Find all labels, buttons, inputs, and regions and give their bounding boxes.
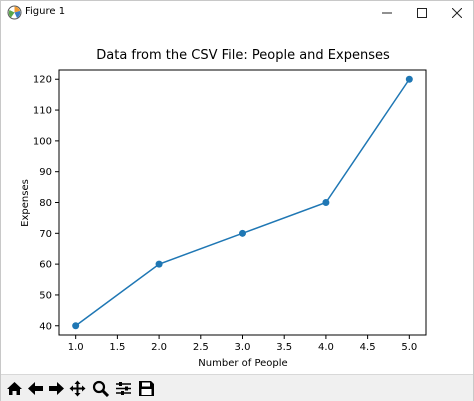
y-tick-label: 90 [39, 167, 52, 178]
save-button[interactable] [137, 379, 156, 398]
x-tick-label: 4.5 [360, 342, 376, 353]
matplotlib-app-icon [7, 5, 22, 20]
data-point [155, 260, 163, 268]
window-title: Figure 1 [25, 6, 66, 17]
figure-canvas[interactable]: Data from the CSV File: People and Expen… [1, 25, 473, 374]
pan-button[interactable] [68, 379, 87, 398]
title-bar[interactable]: Figure 1 [1, 1, 473, 25]
navigation-toolbar [1, 374, 473, 401]
x-tick-label: 2.0 [151, 342, 167, 353]
y-tick-label: 60 [39, 260, 52, 271]
series-expenses [72, 75, 413, 330]
maximize-button[interactable] [405, 1, 439, 25]
x-tick-label: 2.5 [193, 342, 209, 353]
arrow-left-icon [27, 380, 44, 397]
x-tick-label: 5.0 [401, 342, 417, 353]
data-point [239, 229, 246, 237]
move-icon [69, 380, 86, 397]
y-tick-label: 120 [33, 75, 52, 86]
sliders-icon [115, 380, 132, 397]
y-axis-label: Expenses [20, 179, 31, 227]
home-button[interactable] [5, 379, 24, 398]
data-point [322, 199, 330, 206]
y-tick-label: 80 [39, 198, 52, 209]
x-tick-label: 4.0 [318, 342, 334, 353]
plot-area-frame [58, 69, 427, 336]
x-axis-ticks: 1.0 1.5 2.0 2.5 3.0 3.5 4.0 4.5 5.0 [68, 335, 417, 353]
configure-subplots-button[interactable] [114, 379, 133, 398]
x-tick-label: 3.5 [276, 342, 292, 353]
floppy-disk-icon [138, 380, 155, 397]
close-button[interactable] [440, 1, 474, 25]
zoom-button[interactable] [91, 379, 110, 398]
home-icon [6, 380, 23, 397]
arrow-right-icon [48, 380, 65, 397]
minimize-icon [382, 8, 392, 18]
data-point [405, 75, 413, 83]
x-tick-label: 1.0 [68, 342, 84, 353]
chart-title: Data from the CSV File: People and Expen… [96, 48, 390, 63]
y-tick-label: 40 [39, 321, 52, 332]
y-axis-ticks: 40 50 60 70 80 90 100 110 120 [33, 75, 59, 332]
x-tick-label: 3.0 [235, 342, 251, 353]
y-tick-label: 50 [39, 290, 52, 301]
close-icon [452, 8, 462, 18]
forward-button[interactable] [47, 379, 66, 398]
minimize-button[interactable] [370, 1, 404, 25]
y-tick-label: 100 [33, 136, 52, 147]
y-tick-label: 110 [33, 106, 52, 117]
line-chart: Data from the CSV File: People and Expen… [20, 48, 427, 369]
maximize-icon [417, 8, 427, 18]
x-tick-label: 1.5 [109, 342, 125, 353]
magnifier-icon [92, 380, 109, 397]
back-button[interactable] [26, 379, 45, 398]
y-tick-label: 70 [39, 229, 52, 240]
x-axis-label: Number of People [198, 358, 287, 369]
data-point [72, 322, 80, 330]
